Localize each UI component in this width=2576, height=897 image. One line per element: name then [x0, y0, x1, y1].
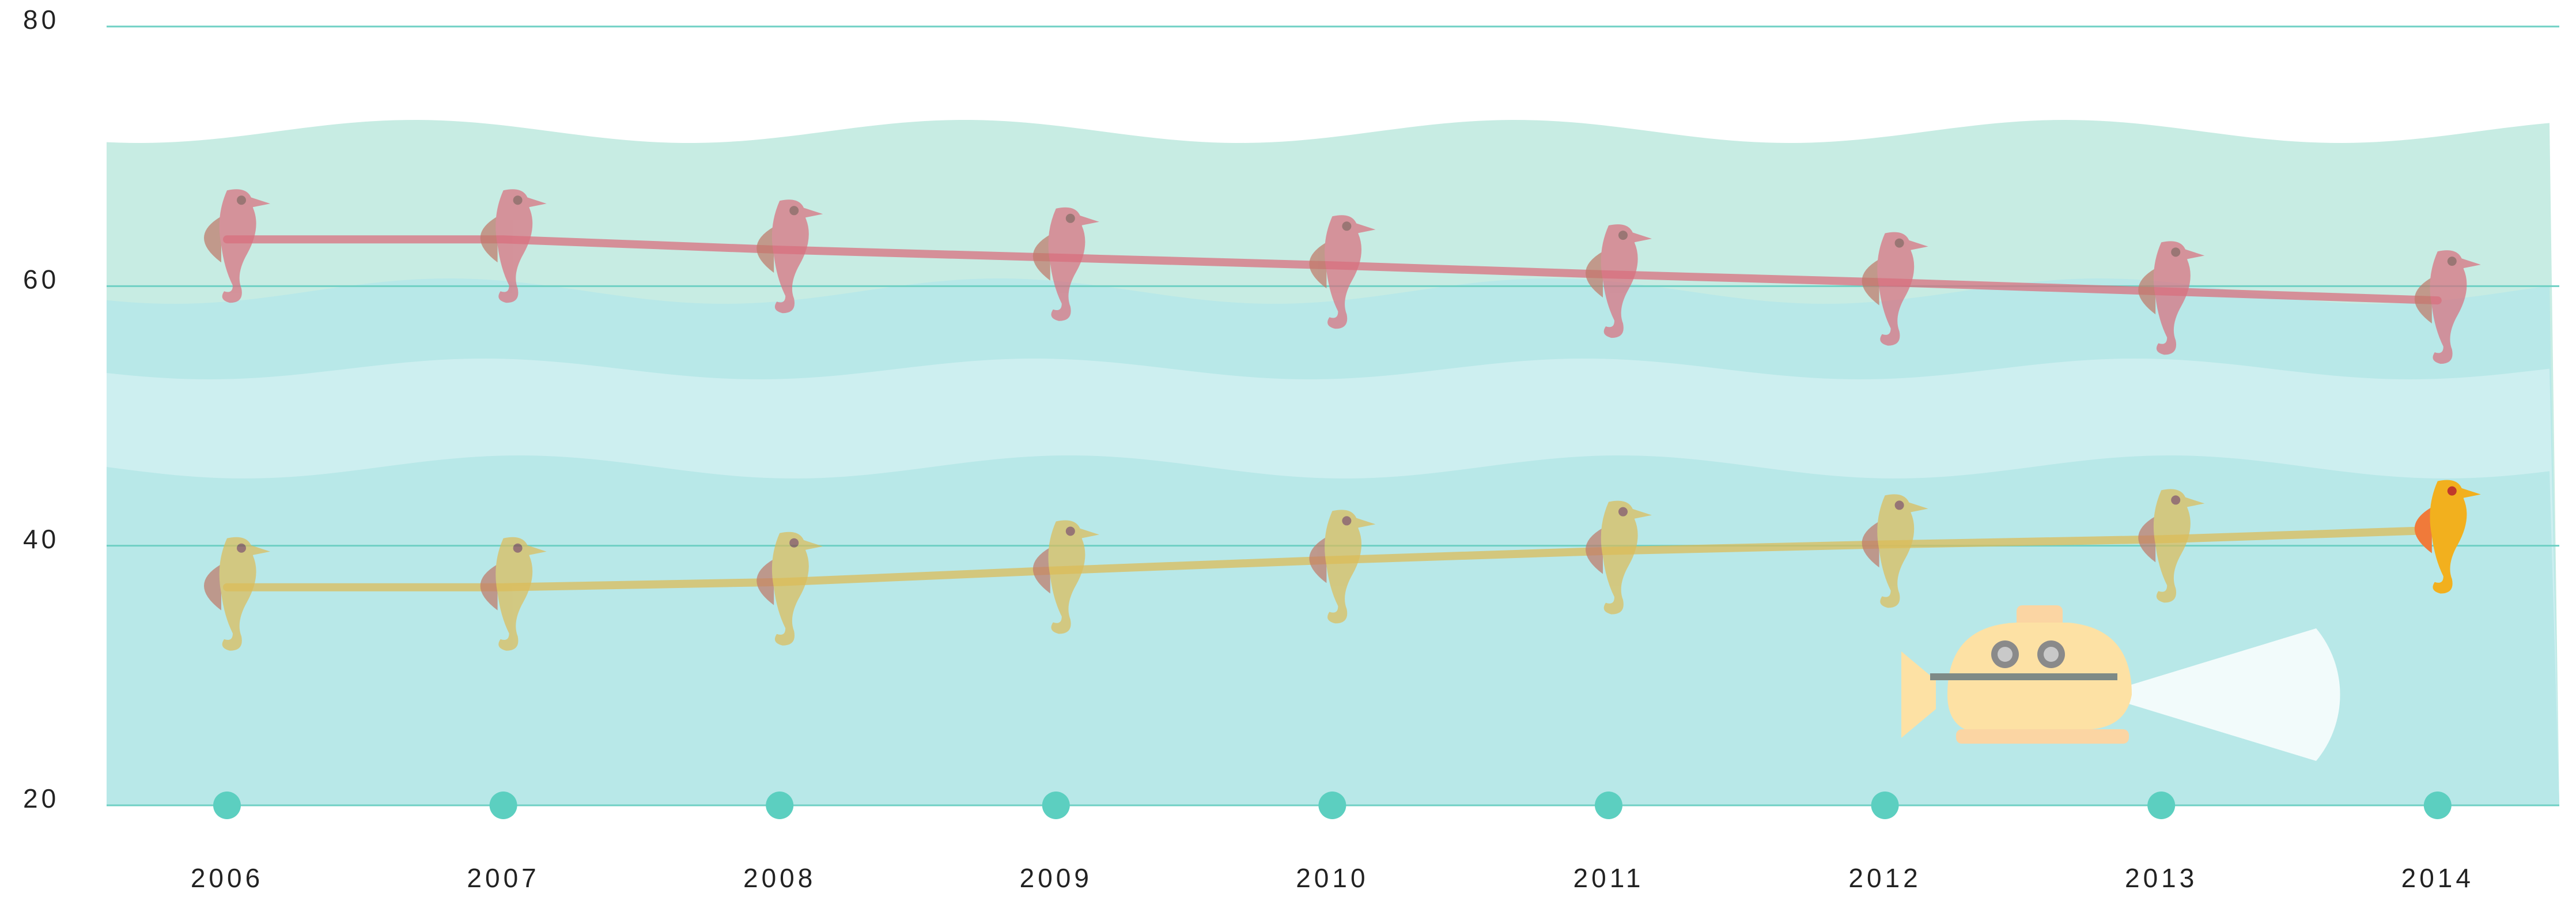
- x-tick-label: 2008: [743, 863, 816, 893]
- axis-dot: [2147, 792, 2175, 819]
- x-tick-label: 2009: [1020, 863, 1092, 893]
- x-tick-label: 2013: [2125, 863, 2197, 893]
- seahorse-eye: [789, 206, 799, 215]
- seahorse-eye: [2448, 257, 2457, 266]
- seahorse-eye: [1066, 526, 1075, 536]
- sub-keel: [1956, 729, 2129, 744]
- x-tick-label: 2011: [1573, 863, 1644, 893]
- seahorse-eye: [1066, 214, 1075, 223]
- x-tick-label: 2014: [2401, 863, 2474, 893]
- y-tick-label: 80: [23, 5, 59, 35]
- seahorse-eye: [2171, 495, 2180, 504]
- axis-dot: [1042, 792, 1070, 819]
- axis-dot: [2424, 792, 2452, 819]
- sub-stripe: [1930, 673, 2117, 680]
- sub-window: [2044, 647, 2059, 662]
- y-tick-label: 20: [23, 783, 59, 813]
- y-tick-label: 60: [23, 264, 59, 294]
- seahorse-eye: [1618, 231, 1628, 240]
- seahorse-eye: [1895, 239, 1904, 248]
- seahorse-eye: [2171, 247, 2180, 257]
- axis-dot: [766, 792, 793, 819]
- seahorse-eye: [237, 544, 246, 553]
- axis-dot: [213, 792, 241, 819]
- seahorse-eye: [513, 544, 523, 553]
- sub-window: [1998, 647, 2013, 662]
- axis-dot: [1318, 792, 1346, 819]
- seahorse-eye: [1342, 221, 1351, 231]
- axis-dot: [1595, 792, 1622, 819]
- seahorse-eye: [1342, 516, 1351, 525]
- seahorse-eye: [1618, 507, 1628, 517]
- seahorse-eye: [513, 195, 523, 205]
- axis-dot: [490, 792, 517, 819]
- chart: 20 40 60 80 2006 2007 2008 2009 2010 2011 2012 201…: [0, 0, 2576, 897]
- x-tick-label: 2007: [467, 863, 539, 893]
- x-tick-label: 2012: [1848, 863, 1921, 893]
- x-tick-label: 2010: [1296, 863, 1368, 893]
- y-tick-label: 40: [23, 524, 59, 554]
- seahorse-eye: [1895, 500, 1904, 510]
- seahorse-eye: [237, 195, 246, 205]
- water-deep: [107, 455, 2559, 805]
- axis-dot: [1871, 792, 1899, 819]
- page: {"chart_data": {"type": "line", "categor…: [0, 0, 2576, 897]
- x-tick-label: 2006: [191, 863, 263, 893]
- seahorse-eye: [789, 538, 799, 548]
- seahorse-eye: [2448, 487, 2457, 496]
